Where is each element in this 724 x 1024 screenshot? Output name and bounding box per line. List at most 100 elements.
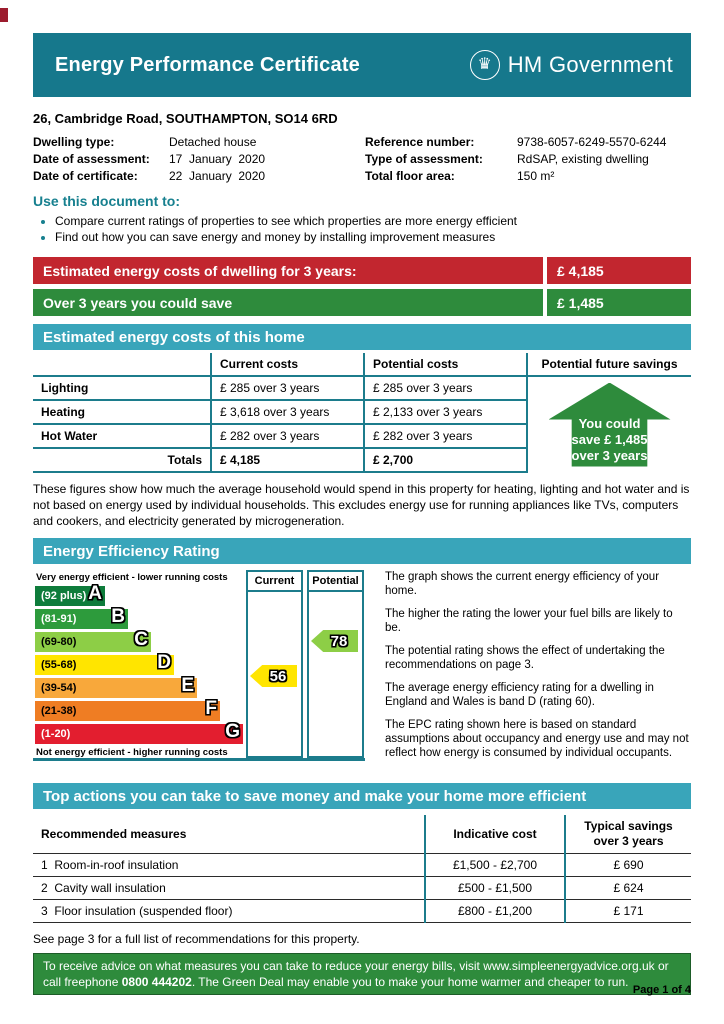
band-e-range: (39-54) (41, 682, 77, 694)
heating-label: Heating (33, 399, 212, 425)
table-row: 1 Room-in-roof insulation £1,500 - £2,70… (33, 853, 691, 877)
savings-callout-cell: You could save £ 1,485 over 3 years (526, 375, 691, 472)
band-c-letter: C (134, 629, 148, 650)
recommended-measures-table: Recommended measures Indicative cost Typ… (33, 815, 691, 923)
estimated-costs-banner: Estimated energy costs of dwelling for 3… (33, 257, 691, 284)
measure-3: 3 Floor insulation (suspended floor) (33, 899, 425, 923)
potential-column-header: Potential (309, 572, 362, 592)
savings-callout-line1: You could (578, 415, 641, 431)
totals-label: Totals (33, 447, 212, 473)
costs-section-title: Estimated energy costs of this home (33, 324, 691, 350)
savings-callout-line2: save £ 1,485 (571, 431, 648, 447)
page-title: Energy Performance Certificate (55, 53, 361, 76)
lighting-potential: £ 285 over 3 years (363, 375, 528, 401)
band-a: (92 plus) A (35, 583, 105, 606)
estimated-costs-label: Estimated energy costs of dwelling for 3… (33, 257, 543, 284)
property-address: 26, Cambridge Road, SOUTHAMPTON, SO14 6R… (33, 111, 338, 126)
band-d-range: (55-68) (41, 659, 77, 671)
table-row: Heating £ 3,618 over 3 years £ 2,133 ove… (33, 399, 691, 425)
measure-1: 1 Room-in-roof insulation (33, 853, 425, 877)
potential-costs-header: Potential costs (363, 353, 528, 377)
page-number: Page 1 of 4 (632, 984, 691, 996)
details-right-column: Reference number: 9738-6057-6249-5570-624… (365, 134, 666, 185)
measure-1-name: Room-in-roof insulation (54, 858, 179, 872)
heating-current: £ 3,618 over 3 years (210, 399, 365, 425)
table-row: 2 Cavity wall insulation £500 - £1,500 £… (33, 876, 691, 900)
totals-row: Totals £ 4,185 £ 2,700 (33, 447, 691, 473)
band-a-range: (92 plus) (41, 590, 87, 602)
band-e-letter: E (181, 675, 194, 696)
measure-2: 2 Cavity wall insulation (33, 876, 425, 900)
reference-number-label: Reference number: (365, 135, 475, 149)
epc-graph: Very energy efficient - lower running co… (33, 570, 365, 761)
property-details: Dwelling type: Detached house Date of ass… (33, 134, 691, 185)
costs-empty-header (33, 353, 212, 377)
floor-area-label: Total floor area: (365, 169, 455, 183)
hot-water-label: Hot Water (33, 423, 212, 449)
band-f-range: (21-38) (41, 705, 77, 717)
energy-efficiency-chart: Very energy efficient - lower running co… (33, 570, 691, 769)
hot-water-potential: £ 282 over 3 years (363, 423, 527, 449)
certificate-date-value: 22 January 2020 (169, 169, 266, 183)
actions-section-title: Top actions you can take to save money a… (33, 783, 691, 809)
measure-1-cost: £1,500 - £2,700 (424, 853, 565, 877)
savings-house-shape: You could save £ 1,485 over 3 years (548, 382, 671, 467)
rating-paragraph-1: The graph shows the current energy effic… (385, 571, 660, 597)
measure-3-num: 3 (41, 904, 48, 918)
use-document-bullets: Compare current ratings of properties to… (33, 213, 691, 245)
hot-water-current: £ 282 over 3 years (210, 423, 365, 449)
heating-potential: £ 2,133 over 3 years (363, 399, 527, 425)
table-row: Lighting £ 285 over 3 years £ 285 over 3… (33, 375, 691, 472)
see-page-note: See page 3 for a full list of recommenda… (33, 932, 360, 946)
band-c-range: (69-80) (41, 636, 77, 648)
typical-savings-header: Typical savings over 3 years (564, 815, 691, 854)
band-g: (1-20) G (35, 721, 243, 744)
table-row: Hot Water £ 282 over 3 years £ 282 over … (33, 423, 691, 449)
bullet-compare-ratings: Compare current ratings of properties to… (55, 213, 691, 229)
measure-1-num: 1 (41, 858, 48, 872)
estimated-costs-value: £ 4,185 (547, 257, 691, 284)
royal-crest-icon: ♛ (469, 50, 500, 80)
scan-corner-mark (0, 8, 8, 22)
indicative-cost-header: Indicative cost (424, 815, 565, 854)
graph-top-label: Very energy efficient - lower running co… (36, 572, 228, 583)
advice-banner: To receive advice on what measures you c… (33, 953, 691, 995)
measures-header: Recommended measures (33, 815, 425, 854)
band-f-letter: F (205, 698, 217, 719)
lighting-current: £ 285 over 3 years (210, 375, 365, 401)
measure-2-savings: £ 624 (564, 876, 691, 900)
band-d-letter: D (157, 652, 171, 673)
rating-paragraph-5: The EPC rating shown here is based on st… (385, 719, 689, 759)
assessment-type-value: RdSAP, existing dwelling (517, 152, 649, 166)
savings-banner: Over 3 years you could save £ 1,485 (33, 289, 691, 316)
savings-label: Over 3 years you could save (33, 289, 543, 316)
document-header: Energy Performance Certificate ♛ HM Gove… (33, 33, 691, 97)
advice-text-pre: To receive advice on what measures you c… (43, 959, 669, 989)
assessment-date-label: Date of assessment: (33, 152, 150, 166)
actions-header-row: Recommended measures Indicative cost Typ… (33, 815, 691, 854)
measure-3-savings: £ 171 (564, 899, 691, 923)
rating-paragraph-4: The average energy efficiency rating for… (385, 682, 654, 708)
rating-paragraph-3: The potential rating shows the effect of… (385, 645, 665, 671)
hm-government-label: HM Government (507, 52, 673, 77)
totals-potential: £ 2,700 (363, 447, 527, 473)
band-b-range: (81-91) (41, 613, 77, 625)
savings-value: £ 1,485 (547, 289, 691, 316)
hm-government-logo: ♛ HM Government (469, 50, 673, 80)
potential-rating-arrow: 78 (311, 630, 358, 652)
band-f: (21-38) F (35, 698, 220, 721)
bullet-save-energy: Find out how you can save energy and mon… (55, 229, 691, 245)
savings-callout-line3: over 3 years (571, 447, 648, 463)
lighting-label: Lighting (33, 375, 212, 401)
costs-header-row: Current costs Potential costs Potential … (33, 353, 691, 377)
current-rating-column: Current 56 (246, 570, 303, 758)
band-b: (81-91) B (35, 606, 128, 629)
rating-explanation: The graph shows the current energy effic… (385, 570, 691, 769)
assessment-date-value: 17 January 2020 (169, 152, 266, 166)
floor-area-value: 150 m² (517, 169, 555, 183)
details-left-column: Dwelling type: Detached house Date of ass… (33, 134, 365, 185)
potential-rating-value: 78 (330, 632, 348, 650)
dwelling-type-value: Detached house (169, 135, 257, 149)
band-d: (55-68) D (35, 652, 174, 675)
